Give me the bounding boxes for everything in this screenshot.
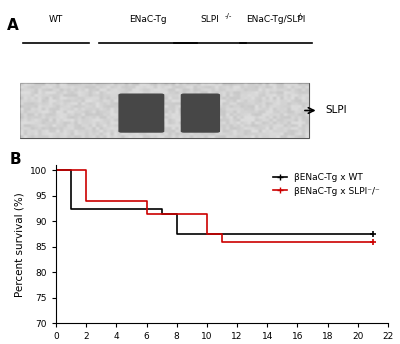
Y-axis label: Percent survival (%): Percent survival (%) [14, 192, 24, 297]
FancyBboxPatch shape [20, 83, 309, 138]
Text: WT: WT [49, 15, 63, 24]
Text: ENaC-Tg: ENaC-Tg [129, 15, 167, 24]
Text: ENaC-Tg/SLPI: ENaC-Tg/SLPI [246, 15, 306, 24]
Text: SLPI: SLPI [325, 106, 347, 116]
Text: -/-: -/- [297, 13, 304, 19]
Text: -/-: -/- [224, 13, 232, 19]
FancyBboxPatch shape [181, 94, 220, 133]
Text: A: A [7, 18, 19, 33]
Legend: βENaC-Tg x WT, βENaC-Tg x SLPI⁻/⁻: βENaC-Tg x WT, βENaC-Tg x SLPI⁻/⁻ [270, 170, 384, 200]
FancyBboxPatch shape [118, 94, 164, 133]
Text: SLPI: SLPI [201, 15, 220, 24]
Text: B: B [10, 152, 21, 168]
